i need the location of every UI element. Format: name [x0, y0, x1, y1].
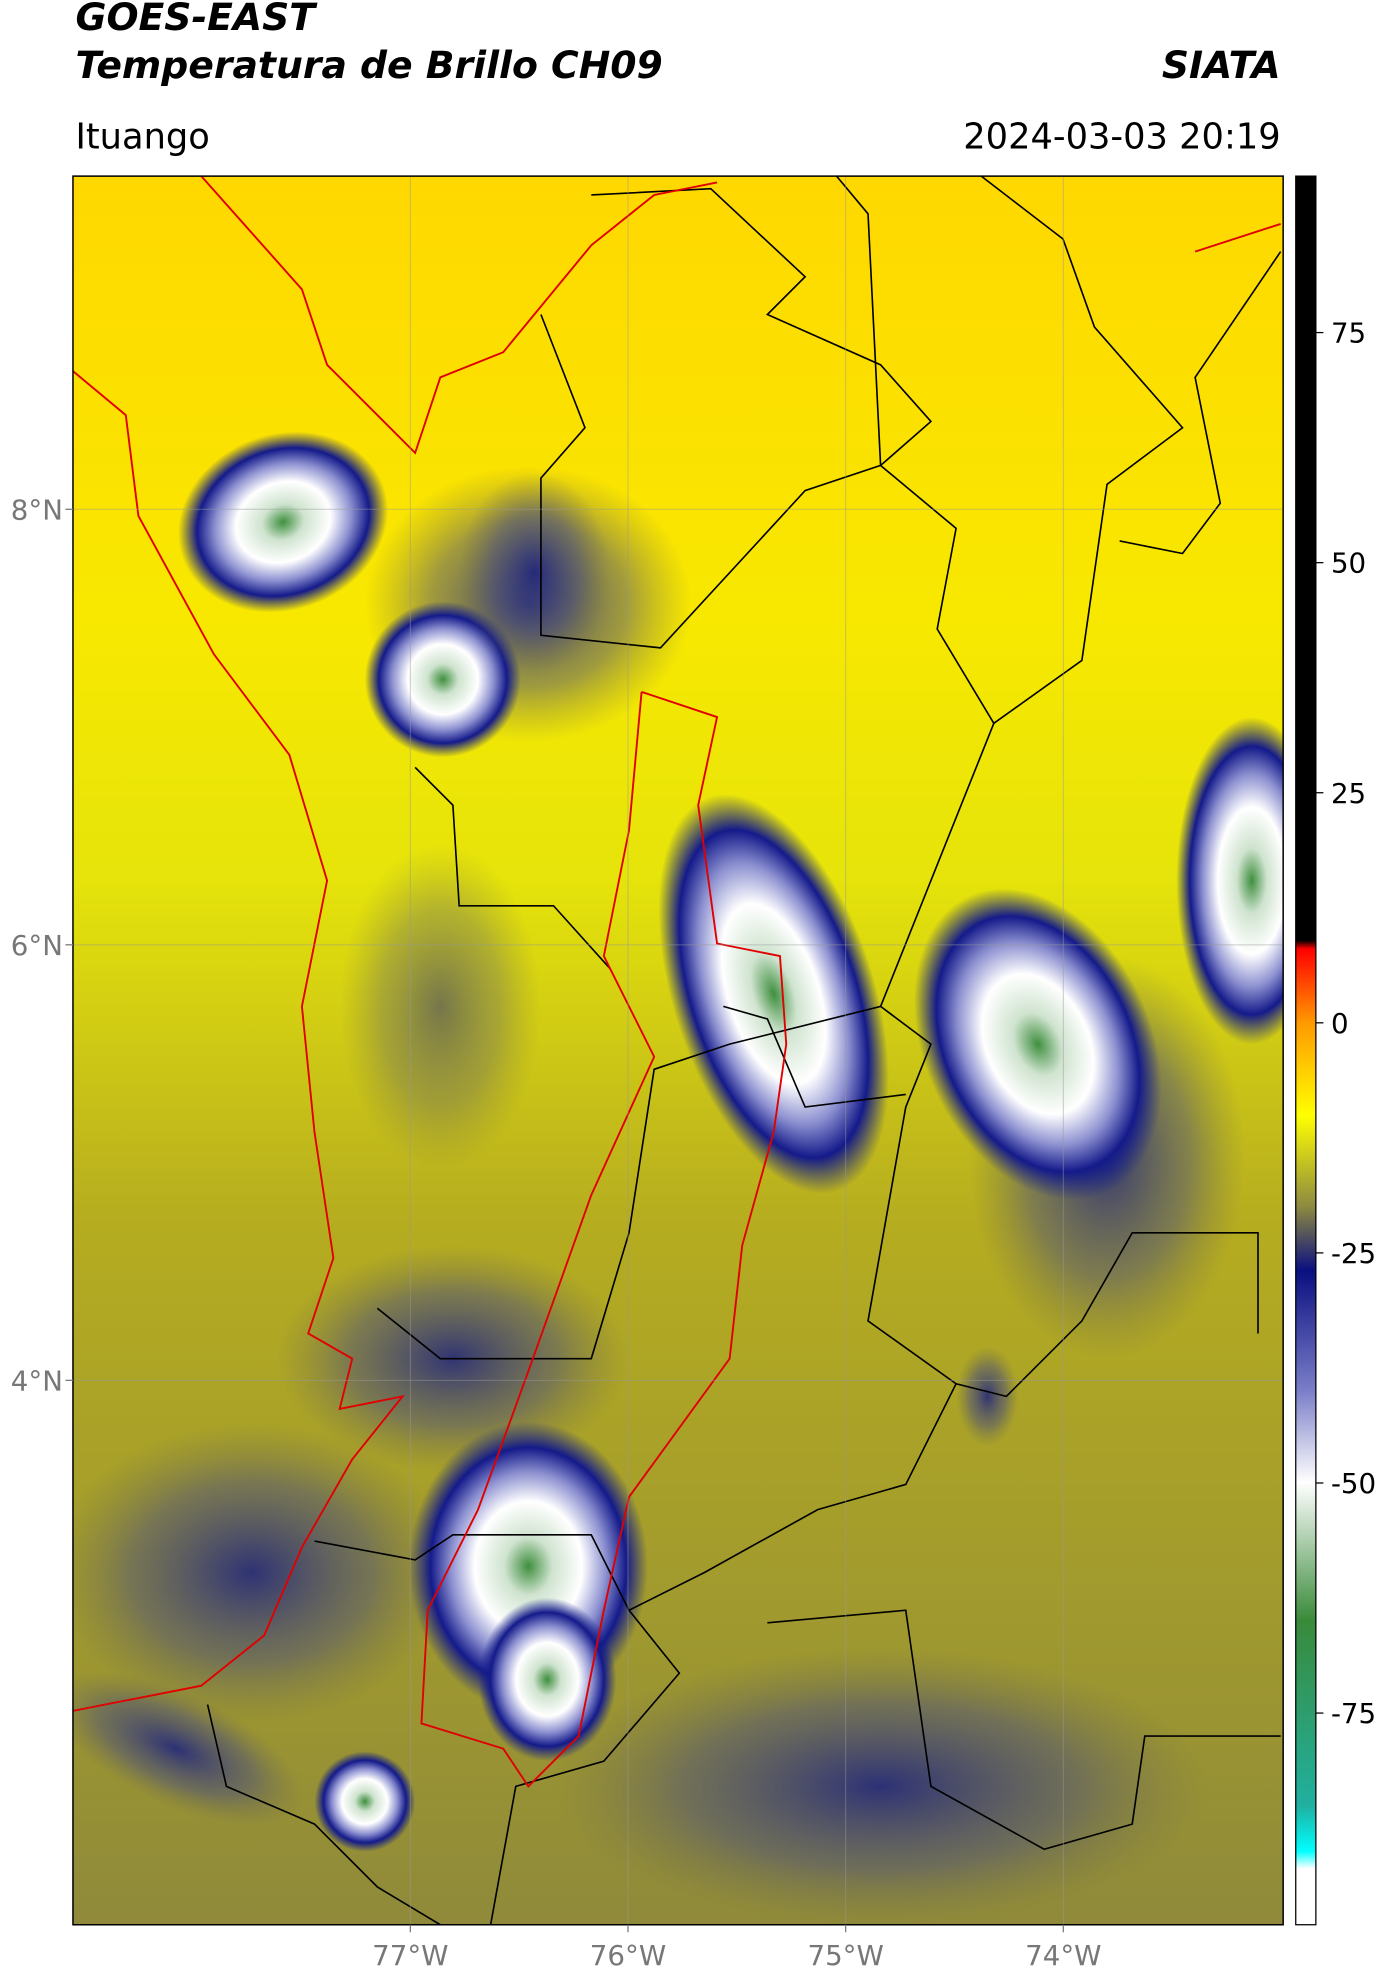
map-frame — [72, 175, 1284, 1926]
x-tick-label: 75°W — [807, 1939, 883, 1972]
grid — [72, 176, 1284, 1925]
colorbar-tick-label: 0 — [1331, 1007, 1349, 1040]
brand: SIATA — [1162, 43, 1281, 87]
figure-body: GOES-EAST Temperatura de Brillo CH09 SIA… — [11, 0, 1376, 1972]
colorbar-tick-label: 25 — [1331, 777, 1366, 810]
x-tick-label: 74°W — [1025, 1939, 1101, 1972]
subtitle: Temperatura de Brillo CH09 — [75, 43, 662, 87]
map-image — [72, 176, 1284, 1925]
ticks: 77°W 76°W 75°W 74°W 4°N 6°N 8°N -75 -50 -25 0 25 50 7… — [11, 317, 1376, 1972]
colorbar — [1295, 175, 1317, 1926]
y-tick-label: 4°N — [11, 1364, 63, 1397]
colorbar-tick-label: 75 — [1331, 317, 1366, 350]
location: Ituango — [75, 116, 209, 157]
x-tick-label: 77°W — [372, 1939, 448, 1972]
colorbar-tick-label: -25 — [1331, 1237, 1376, 1270]
y-tick-label: 6°N — [11, 929, 63, 962]
x-tick-label: 76°W — [590, 1939, 666, 1972]
timestamp: 2024-03-03 20:19 — [963, 116, 1280, 157]
colorbar-tick-label: -50 — [1331, 1467, 1376, 1500]
colorbar-tick-label: -75 — [1331, 1697, 1376, 1730]
colorbar-tick-label: 50 — [1331, 547, 1366, 580]
y-tick-label: 8°N — [11, 493, 63, 526]
title: GOES-EAST — [75, 0, 318, 39]
